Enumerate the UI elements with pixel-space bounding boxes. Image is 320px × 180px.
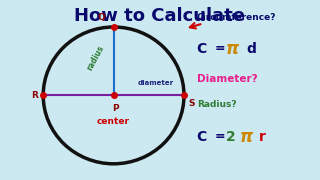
Text: R: R [32,91,38,100]
Text: C: C [197,130,212,144]
Text: Radius?: Radius? [197,100,236,109]
Text: r: r [259,130,266,144]
Text: Diameter?: Diameter? [197,74,257,84]
Text: C: C [197,42,212,56]
Text: =: = [214,42,225,55]
Text: How to Calculate: How to Calculate [75,7,245,25]
Text: π: π [226,40,239,58]
Text: P: P [112,104,118,113]
Text: S: S [189,99,195,108]
Text: Q: Q [98,13,106,22]
Text: center: center [97,117,130,126]
Text: diameter: diameter [137,80,173,86]
Text: d: d [246,42,256,56]
Text: Circumference?: Circumference? [197,14,276,22]
Text: radius: radius [86,44,106,72]
Text: =: = [214,130,225,143]
Text: π: π [240,128,253,146]
Text: 2: 2 [226,130,235,144]
